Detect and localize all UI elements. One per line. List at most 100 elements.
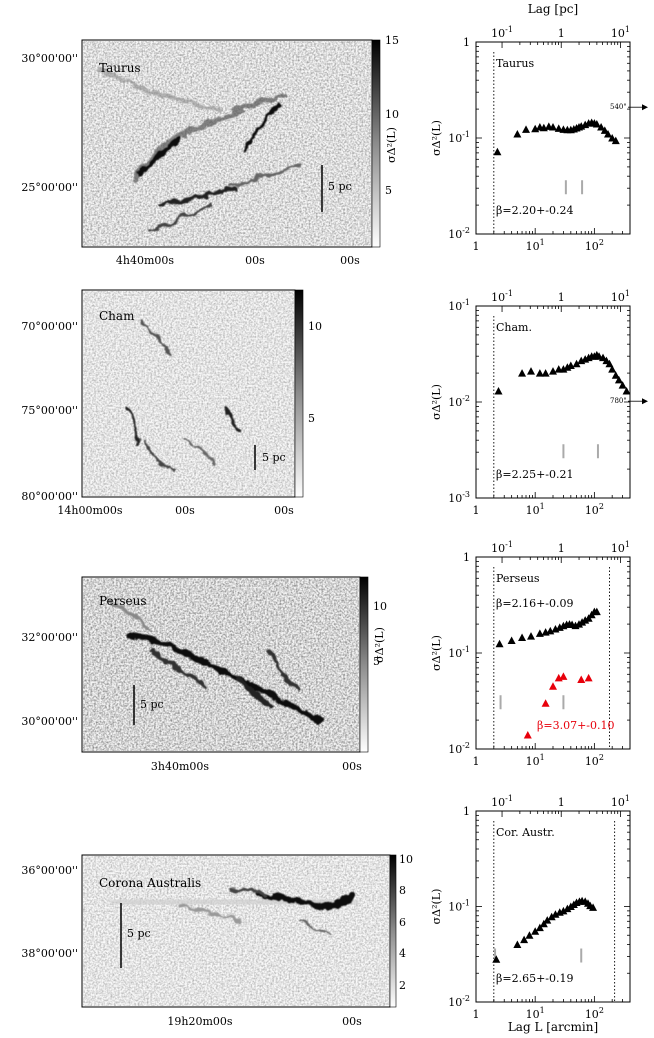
data-point: [622, 387, 631, 395]
y-tick-label: 1: [463, 551, 470, 564]
colorbar-tick: 8: [399, 884, 406, 897]
data-point: [554, 124, 563, 132]
map-label: Taurus: [99, 61, 141, 75]
map-corona-australis: Corona Australis 5 pc 36°00'00'' 38°00'0…: [21, 853, 413, 1028]
dec-tick-label: 80°00'00'': [21, 490, 78, 503]
data-point: [599, 353, 608, 362]
data-point: [547, 912, 556, 921]
colorbar-tick: 6: [399, 916, 406, 929]
beta-label: β=2.65+-0.19: [496, 972, 574, 985]
map-taurus: Taurus 5 pc 30°00'00'' 25°00'00'' 4h40m0…: [21, 34, 399, 267]
map-cham: Cham 5 pc 70°00'00'' 75°00'00'' 80°00'00…: [21, 289, 322, 517]
data-point: [605, 359, 614, 368]
data-point: [543, 916, 552, 924]
annotation-arrowhead: [642, 104, 648, 111]
top-tick-label: 101: [611, 794, 630, 809]
data-point: [513, 130, 522, 138]
map-label: Perseus: [99, 594, 147, 608]
colorbar: 10 5 σΔ²(L): [359, 576, 387, 753]
ra-axis: 19h20m00s 00s: [167, 1015, 362, 1028]
structure-function-plot: 1 101 102 10-1 1 101 1 10-1 10-2 σΔ²(L) Cor. Austr…: [430, 794, 631, 1021]
top-tick-label: 1: [558, 27, 565, 40]
structure-function-plot: 1 101 102 10-1 1 101 1 10-1 10-2 σΔ²(L) Taurus β=2.…: [430, 25, 648, 253]
bottom-axis-title: Lag L [arcmin]: [508, 1020, 598, 1034]
data-point: [559, 672, 568, 680]
data-point: [495, 639, 504, 648]
dec-axis: 32°00'00'' 30°00'00'': [21, 631, 78, 728]
data-point: [577, 675, 586, 683]
cham-filaments: [126, 318, 242, 472]
scale-bar-label: 5 pc: [127, 927, 151, 940]
data-point: [604, 130, 613, 138]
data-point: [520, 935, 529, 944]
colorbar-label: σΔ²(L): [373, 627, 386, 663]
x-tick-label: 1: [473, 755, 480, 768]
dec-tick-label: 25°00'00'': [21, 181, 78, 194]
data-point: [608, 365, 617, 373]
data-point: [518, 633, 527, 642]
dec-tick-label: 32°00'00'': [21, 631, 78, 644]
x-tick-label: 101: [526, 753, 545, 768]
top-tick-label: 1: [558, 542, 565, 555]
data-point: [597, 123, 606, 131]
data-point: [551, 910, 560, 918]
data-point: [589, 903, 598, 911]
beta-label: β=2.20+-0.24: [496, 204, 574, 217]
data-point: [611, 371, 620, 379]
dec-tick-label: 38°00'00'': [21, 947, 78, 960]
taurus-filaments: [98, 68, 302, 232]
dec-tick-label: 30°00'00'': [21, 715, 78, 728]
y-tick-label: 10-2: [448, 741, 470, 756]
ra-tick-label: 14h00m00s: [57, 504, 123, 517]
scale-annotation: 780": [610, 397, 627, 405]
ra-axis: 14h00m00s 00s 00s: [57, 504, 294, 517]
data-point: [531, 927, 540, 935]
x-tick-label: 1: [473, 1008, 480, 1021]
dec-tick-label: 70°00'00'': [21, 320, 78, 333]
y-axis-label: σΔ²(L): [430, 120, 443, 156]
data-point: [563, 904, 572, 913]
data-point: [549, 123, 557, 131]
ra-axis: 3h40m00s 00s: [151, 760, 362, 773]
data-point: [522, 125, 531, 133]
ra-tick-label: 19h20m00s: [167, 1015, 233, 1028]
beta-red-label: β=3.07+-0.10: [537, 719, 615, 732]
data-point: [513, 940, 522, 949]
colorbar-tick: 10: [308, 320, 322, 333]
data-point: [527, 367, 536, 375]
y-tick-label: 1: [463, 36, 470, 49]
scale-bar-label: 5 pc: [140, 698, 164, 711]
ra-tick-label: 00s: [245, 254, 265, 267]
y-tick-label: 10-1: [448, 298, 470, 313]
top-tick-label: 101: [611, 25, 630, 40]
x-tick-label: 101: [526, 238, 545, 253]
data-point: [493, 147, 502, 156]
plot-label: Taurus: [496, 57, 534, 70]
data-point: [518, 369, 527, 377]
data-point: [541, 699, 550, 707]
y-tick-label: 10-3: [448, 490, 470, 505]
x-tick-label: 1: [473, 240, 480, 253]
structure-function-plot: 1 101 102 10-1 1 101 10-1 10-2 10-3 σΔ²(L) Cham. β=…: [430, 289, 648, 517]
data-point: [494, 387, 503, 395]
data-point: [541, 369, 550, 377]
y-axis-label: σΔ²(L): [430, 384, 443, 420]
plot-label: Cor. Austr.: [496, 826, 555, 839]
top-tick-label: 10-1: [491, 794, 513, 809]
ra-tick-label: 3h40m00s: [151, 760, 210, 773]
top-tick-label: 10-1: [491, 540, 513, 555]
y-axis-label: σΔ²(L): [430, 889, 443, 925]
beta-label: β=2.25+-0.21: [496, 468, 574, 481]
data-point: [578, 618, 587, 626]
dec-axis: 36°00'00'' 38°00'00'': [21, 864, 78, 960]
data-point: [618, 381, 627, 389]
x-tick-label: 101: [526, 502, 545, 517]
plots: 1 101 102 10-1 1 101 1 10-1 10-2 σΔ²(L) Taurus β=2.…: [430, 25, 648, 1021]
y-tick-label: 10-2: [448, 394, 470, 409]
y-tick-label: 10-1: [448, 130, 470, 145]
map-label: Cham: [99, 309, 135, 323]
data-point: [611, 136, 620, 145]
top-axis-title: Lag [pc]: [528, 2, 578, 16]
data-point: [527, 632, 536, 640]
top-tick-label: 10-1: [491, 25, 513, 40]
